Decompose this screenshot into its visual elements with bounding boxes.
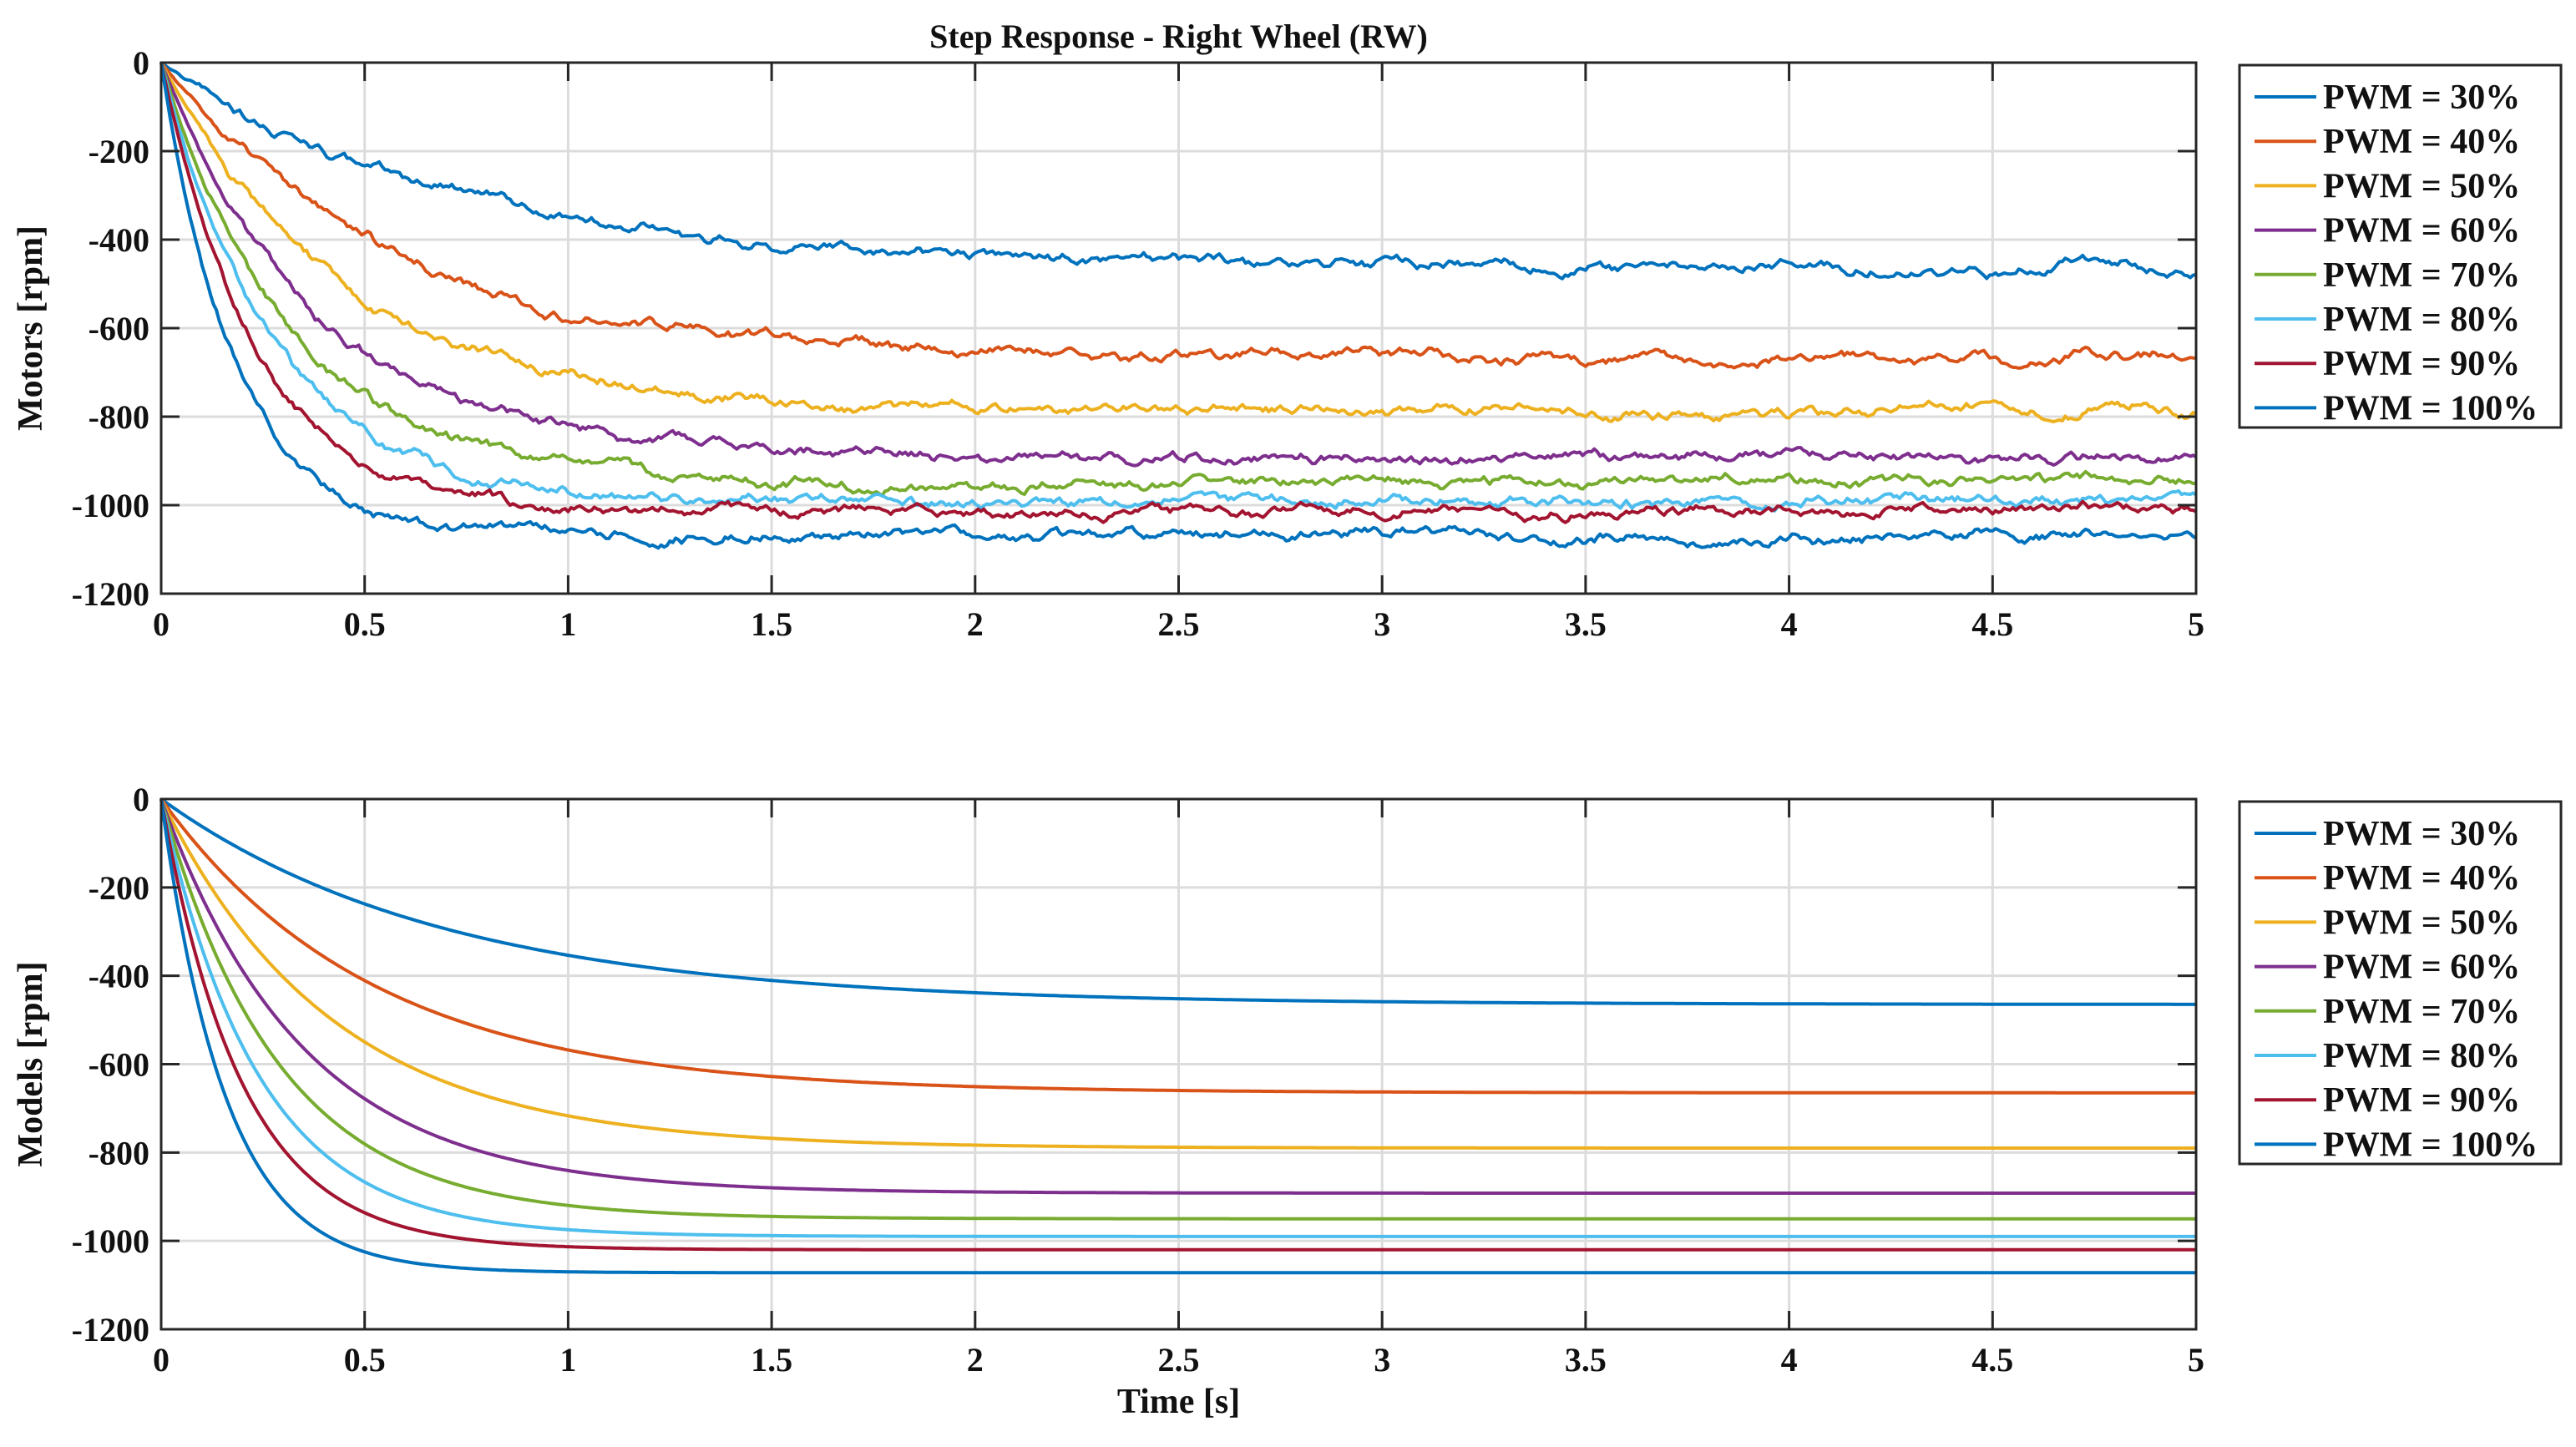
y-tick-label: -400	[89, 958, 149, 995]
legend-item: PWM = 90%	[2255, 345, 2520, 383]
legend-item: PWM = 50%	[2255, 903, 2520, 942]
y-tick-label: -1200	[72, 575, 149, 613]
y-axis-label: Motors [rpm]	[12, 225, 50, 431]
legend-item: PWM = 40%	[2255, 123, 2520, 161]
series-line-60-pct	[159, 62, 2197, 468]
legend-item: PWM = 50%	[2255, 167, 2520, 205]
y-tick-label: 0	[133, 781, 149, 818]
x-tick-label: 1.5	[751, 605, 792, 643]
legend-label: PWM = 60%	[2323, 949, 2520, 987]
series-line-30-pct	[159, 61, 2197, 281]
legend-label: PWM = 40%	[2323, 123, 2520, 161]
legend-label: PWM = 60%	[2323, 212, 2520, 250]
ticks: 0 0.5 1 1.5 2 2.5 3 3.5 4 4.5 5 0 -200 -400 -600 -800 -1…	[72, 44, 2204, 643]
y-tick-label: -800	[89, 1134, 149, 1171]
x-tick-label: 2.5	[1158, 605, 1200, 643]
legend-item: PWM = 30%	[2255, 815, 2520, 853]
legend-item: PWM = 70%	[2255, 993, 2520, 1031]
x-tick-label: 4.5	[1971, 1341, 2013, 1379]
x-tick-label: 0.5	[344, 605, 386, 643]
series-line-90-pct	[159, 798, 2196, 1252]
series-line-30-pct	[159, 797, 2196, 1006]
y-tick-label: -1000	[72, 1222, 149, 1260]
legend-label: PWM = 40%	[2323, 859, 2520, 898]
legend: PWM = 30% PWM = 40% PWM = 50% PWM = 60% PWM …	[2238, 63, 2563, 429]
x-tick-label: 2	[967, 605, 984, 643]
series-line-80-pct	[159, 62, 2198, 513]
series-line-70-pct	[159, 62, 2197, 498]
legend-label: PWM = 90%	[2323, 345, 2520, 383]
y-tick-label: -400	[89, 221, 149, 259]
y-tick-label: -600	[89, 310, 149, 347]
legend-label: PWM = 100%	[2323, 389, 2538, 428]
x-tick-label: 2.5	[1158, 1341, 1200, 1379]
series-line-40-pct	[159, 61, 2197, 370]
legend-box	[2238, 800, 2563, 1166]
legend-label: PWM = 30%	[2323, 815, 2520, 853]
series-group	[159, 61, 2198, 550]
legend-label: PWM = 90%	[2323, 1081, 2520, 1120]
y-tick-label: -800	[89, 398, 149, 436]
series-group	[159, 797, 2196, 1275]
legend-label: PWM = 80%	[2323, 301, 2520, 339]
x-tick-label: 4.5	[1971, 605, 2013, 643]
x-tick-label: 4	[1781, 605, 1798, 643]
series-line-40-pct	[159, 797, 2196, 1095]
legend-item: PWM = 40%	[2255, 859, 2520, 898]
y-tick-label: 0	[133, 44, 149, 82]
series-line-70-pct	[159, 798, 2196, 1221]
series-line-90-pct	[159, 62, 2197, 524]
legend-item: PWM = 30%	[2255, 78, 2520, 117]
series-line-80-pct	[159, 798, 2196, 1238]
y-axis-label: Models [rpm]	[12, 961, 50, 1166]
chart-title: Step Response - Right Wheel (RW)	[929, 18, 1428, 55]
x-tick-label: 4	[1781, 1341, 1798, 1379]
legend-label: PWM = 80%	[2323, 1037, 2520, 1075]
legend-label: PWM = 100%	[2323, 1126, 2538, 1164]
legend-box	[2238, 63, 2563, 429]
y-tick-label: -600	[89, 1046, 149, 1084]
x-tick-label: 1	[559, 1341, 576, 1379]
legend-item: PWM = 90%	[2255, 1081, 2520, 1120]
x-axis-label: Time [s]	[1117, 1383, 1240, 1421]
models-panel: 0 0.5 1 1.5 2 2.5 3 3.5 4 4.5 5 0 -200 -400 -600 -800 -1…	[12, 781, 2563, 1421]
series-line-50-pct	[159, 62, 2197, 423]
legend-item: PWM = 100%	[2255, 389, 2538, 428]
x-tick-label: 0	[153, 605, 170, 643]
y-tick-label: -200	[89, 869, 149, 907]
x-tick-label: 2	[967, 1341, 984, 1379]
ticks: 0 0.5 1 1.5 2 2.5 3 3.5 4 4.5 5 0 -200 -400 -600 -800 -1…	[72, 781, 2204, 1379]
series-line-50-pct	[159, 798, 2196, 1150]
legend-item: PWM = 70%	[2255, 256, 2520, 295]
x-tick-label: 3	[1374, 605, 1390, 643]
series-line-100-pct	[159, 62, 2197, 550]
legend-label: PWM = 50%	[2323, 167, 2520, 205]
x-tick-label: 5	[2188, 605, 2204, 643]
y-tick-label: -200	[89, 133, 149, 170]
legend-item: PWM = 60%	[2255, 949, 2520, 987]
series-line-100-pct	[159, 798, 2196, 1275]
legend-item: PWM = 100%	[2255, 1126, 2538, 1164]
legend-item: PWM = 80%	[2255, 301, 2520, 339]
x-tick-label: 3.5	[1565, 1341, 1607, 1379]
x-tick-label: 5	[2188, 1341, 2204, 1379]
x-tick-label: 1.5	[751, 1341, 792, 1379]
x-tick-label: 0	[153, 1341, 170, 1379]
legend: PWM = 30% PWM = 40% PWM = 50% PWM = 60% PWM …	[2238, 800, 2563, 1166]
x-tick-label: 3.5	[1565, 605, 1607, 643]
motors-panel: 0 0.5 1 1.5 2 2.5 3 3.5 4 4.5 5 0 -200 -400 -600 -800 -1…	[12, 18, 2563, 643]
x-tick-label: 3	[1374, 1341, 1390, 1379]
series-line-60-pct	[159, 798, 2196, 1195]
legend-item: PWM = 60%	[2255, 212, 2520, 250]
legend-label: PWM = 70%	[2323, 993, 2520, 1031]
legend-label: PWM = 30%	[2323, 78, 2520, 117]
y-tick-label: -1000	[72, 487, 149, 524]
x-tick-label: 1	[559, 605, 576, 643]
y-tick-label: -1200	[72, 1311, 149, 1348]
legend-label: PWM = 70%	[2323, 256, 2520, 295]
x-tick-label: 0.5	[344, 1341, 386, 1379]
legend-item: PWM = 80%	[2255, 1037, 2520, 1075]
legend-label: PWM = 50%	[2323, 903, 2520, 942]
